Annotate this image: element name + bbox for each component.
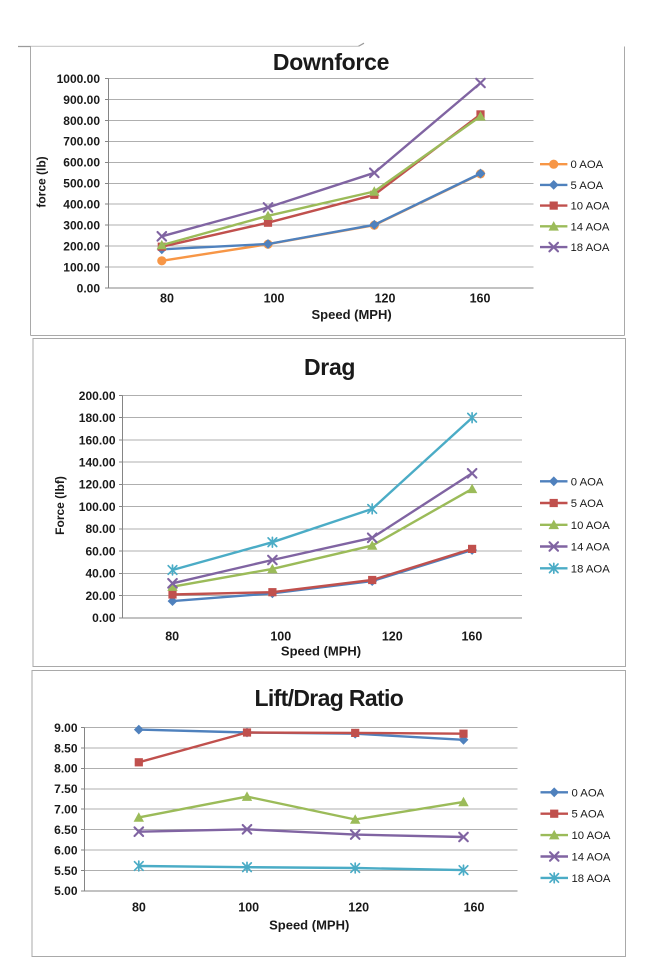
svg-text:20.00: 20.00 <box>85 589 115 603</box>
svg-text:200.00: 200.00 <box>63 239 100 253</box>
svg-text:10 AOA: 10 AOA <box>571 520 610 532</box>
svg-text:7.00: 7.00 <box>54 803 78 817</box>
svg-text:900.00: 900.00 <box>63 93 100 107</box>
svg-text:5 AOA: 5 AOA <box>571 498 604 510</box>
svg-text:140.00: 140.00 <box>79 456 116 470</box>
svg-text:100: 100 <box>264 292 285 306</box>
svg-text:800.00: 800.00 <box>63 114 100 128</box>
svg-text:10 AOA: 10 AOA <box>572 830 611 842</box>
svg-text:Lift/Drag Ratio: Lift/Drag Ratio <box>254 685 403 711</box>
svg-text:80: 80 <box>165 630 179 644</box>
svg-text:160: 160 <box>470 292 491 306</box>
svg-text:400.00: 400.00 <box>63 198 100 212</box>
svg-text:200.00: 200.00 <box>79 389 116 403</box>
svg-text:Speed (MPH): Speed (MPH) <box>312 307 392 322</box>
svg-text:300.00: 300.00 <box>63 219 100 233</box>
svg-text:9.00: 9.00 <box>54 721 78 735</box>
svg-text:0 AOA: 0 AOA <box>572 787 605 799</box>
svg-text:5.00: 5.00 <box>54 884 78 898</box>
svg-text:10 AOA: 10 AOA <box>571 201 610 213</box>
svg-text:600.00: 600.00 <box>63 156 100 170</box>
svg-text:1000.00: 1000.00 <box>57 72 101 86</box>
svg-text:500.00: 500.00 <box>63 177 100 191</box>
svg-text:40.00: 40.00 <box>85 567 115 581</box>
svg-text:120: 120 <box>382 630 403 644</box>
svg-text:160: 160 <box>461 630 482 644</box>
svg-text:700.00: 700.00 <box>63 135 100 149</box>
svg-text:8.00: 8.00 <box>54 762 78 776</box>
svg-text:120: 120 <box>375 292 396 306</box>
svg-text:120.00: 120.00 <box>79 478 116 492</box>
svg-text:80: 80 <box>160 292 174 306</box>
svg-text:120: 120 <box>348 901 369 915</box>
svg-text:5 AOA: 5 AOA <box>571 180 604 192</box>
svg-text:6.00: 6.00 <box>54 843 78 857</box>
svg-text:100.00: 100.00 <box>79 500 116 514</box>
svg-text:Drag: Drag <box>304 354 355 380</box>
svg-text:160.00: 160.00 <box>79 433 116 447</box>
svg-text:14 AOA: 14 AOA <box>571 221 610 233</box>
svg-text:80: 80 <box>132 901 146 915</box>
svg-text:18 AOA: 18 AOA <box>571 242 610 254</box>
svg-text:18 AOA: 18 AOA <box>571 563 610 575</box>
svg-text:7.50: 7.50 <box>54 782 78 796</box>
svg-text:Speed (MPH): Speed (MPH) <box>281 644 361 659</box>
svg-text:force (lb): force (lb) <box>35 156 49 207</box>
svg-text:60.00: 60.00 <box>85 544 115 558</box>
svg-text:80.00: 80.00 <box>85 522 115 536</box>
svg-text:0 AOA: 0 AOA <box>571 159 604 171</box>
svg-text:0 AOA: 0 AOA <box>571 476 604 488</box>
svg-text:18 AOA: 18 AOA <box>572 873 611 885</box>
svg-text:5.50: 5.50 <box>54 864 78 878</box>
svg-text:Speed (MPH): Speed (MPH) <box>269 918 349 933</box>
svg-text:180.00: 180.00 <box>79 411 116 425</box>
svg-text:8.50: 8.50 <box>54 741 78 755</box>
svg-text:Downforce: Downforce <box>273 49 389 75</box>
svg-text:160: 160 <box>464 901 485 915</box>
svg-text:100.00: 100.00 <box>63 260 100 274</box>
svg-text:6.50: 6.50 <box>54 823 78 837</box>
svg-text:14 AOA: 14 AOA <box>572 852 611 864</box>
svg-text:5 AOA: 5 AOA <box>572 809 605 821</box>
svg-text:100: 100 <box>238 901 259 915</box>
svg-text:0.00: 0.00 <box>77 281 101 295</box>
svg-text:14 AOA: 14 AOA <box>571 542 610 554</box>
svg-text:0.00: 0.00 <box>92 611 116 625</box>
svg-text:Force (lbf): Force (lbf) <box>53 476 67 535</box>
svg-text:100: 100 <box>270 630 291 644</box>
